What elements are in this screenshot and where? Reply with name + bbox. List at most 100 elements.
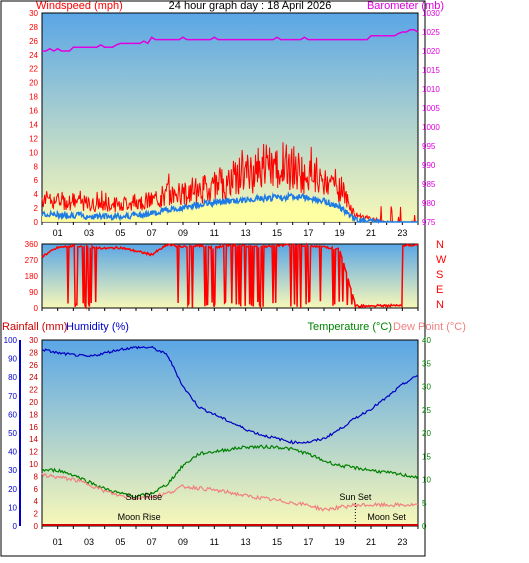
baro-tick-label: 980 (422, 199, 436, 208)
annotation-label: Sun Set (339, 492, 372, 502)
hour-label-temp: 15 (272, 537, 282, 547)
wind-tick-label: 14 (29, 120, 38, 129)
annotations: Sun Rise Moon Rise Sun Set Moon Set (118, 492, 406, 526)
humidity-tick-label: 100 (4, 336, 18, 345)
hour-label-wind: 23 (397, 228, 407, 238)
hour-label-temp: 01 (53, 537, 63, 547)
hour-label-wind: 13 (241, 228, 251, 238)
rain-tick-label: 2 (34, 510, 39, 519)
hour-label-temp: 23 (397, 537, 407, 547)
axis-ticks: 0101030305050707090911111313151517171919… (4, 9, 441, 547)
dewpoint-line (41, 472, 419, 512)
rain-tick-label: 30 (29, 336, 38, 345)
wind-tick-label: 10 (29, 148, 38, 157)
annotation-label: Moon Rise (118, 512, 161, 522)
wind-tick-label: 12 (29, 134, 38, 143)
baro-tick-label: 1025 (422, 28, 440, 37)
rain-tick-label: 8 (34, 472, 39, 481)
baro-tick-label: 1010 (422, 85, 440, 94)
hour-label-temp: 21 (366, 537, 376, 547)
baro-tick-label: 975 (422, 218, 436, 227)
baro-tick-label: 985 (422, 180, 436, 189)
direction-tick-label: 0 (34, 304, 39, 313)
humidity-tick-label: 10 (8, 503, 17, 512)
wind-tick-label: 20 (29, 79, 38, 88)
direction-tick-label: 360 (25, 240, 39, 249)
humidity-line (41, 345, 419, 445)
direction-panel (41, 243, 419, 309)
graph-title: 24 hour graph day : 18 April 2026 (169, 0, 332, 12)
direction-letter: N (436, 299, 444, 311)
wind-tick-label: 24 (29, 51, 38, 60)
hour-label-wind: 17 (303, 228, 313, 238)
humidity-tick-label: 50 (8, 429, 17, 438)
humidity-tick-label: 90 (8, 355, 17, 364)
avg-wind-line (41, 191, 418, 225)
hour-label-temp: 13 (241, 537, 251, 547)
hour-label-wind: 15 (272, 228, 282, 238)
outer-frame (0, 0, 426, 557)
baro-tick-label: 1030 (422, 9, 440, 18)
temperature-line (41, 444, 419, 499)
direction-tick-label: 180 (25, 272, 39, 281)
temp-tick-label: 30 (422, 383, 431, 392)
baro-tick-label: 1020 (422, 47, 440, 56)
humidity-tick-label: 80 (8, 373, 17, 382)
direction-letter: E (436, 284, 443, 296)
hour-label-wind: 21 (366, 228, 376, 238)
baro-tick-label: 1015 (422, 66, 440, 75)
plot-lines (41, 28, 419, 526)
wind-tick-label: 6 (34, 176, 39, 185)
annotation-label: Sun Rise (126, 492, 163, 502)
rain-tick-label: 12 (29, 448, 38, 457)
hour-label-wind: 05 (115, 228, 125, 238)
hour-label-temp: 03 (84, 537, 94, 547)
wind-tick-label: 30 (29, 9, 38, 18)
rain-tick-label: 0 (34, 522, 39, 531)
wind-tick-label: 16 (29, 107, 38, 116)
hour-label-wind: 03 (84, 228, 94, 238)
temp-tick-label: 25 (422, 406, 431, 415)
temp-tick-label: 15 (422, 452, 431, 461)
temp-tick-label: 35 (422, 359, 431, 368)
direction-tick-label: 90 (29, 288, 38, 297)
hour-label-temp: 07 (147, 537, 157, 547)
baro-tick-label: 1000 (422, 123, 440, 132)
rain-tick-label: 4 (34, 497, 39, 506)
temp-tick-label: 0 (422, 522, 427, 531)
direction-letter: S (436, 269, 443, 281)
temp-tick-label: 10 (422, 476, 431, 485)
direction-line (41, 242, 419, 310)
hour-label-temp: 19 (335, 537, 345, 547)
wind-tick-label: 18 (29, 93, 38, 102)
hour-label-temp: 11 (210, 537, 219, 547)
baro-tick-label: 995 (422, 142, 436, 151)
rain-tick-label: 18 (29, 410, 38, 419)
wind-tick-label: 0 (34, 218, 39, 227)
wind-tick-label: 28 (29, 23, 38, 32)
wind-tick-label: 26 (29, 37, 38, 46)
hour-label-wind: 09 (178, 228, 188, 238)
temp-panel (41, 339, 419, 527)
temp-axis-label: Temperature (°C) (308, 321, 392, 333)
rain-tick-label: 6 (34, 485, 39, 494)
direction-tick-label: 270 (25, 256, 39, 265)
humidity-tick-label: 70 (8, 392, 17, 401)
humidity-tick-label: 40 (8, 448, 17, 457)
hour-label-wind: 07 (147, 228, 157, 238)
direction-letter: W (436, 254, 447, 266)
rain-tick-label: 10 (29, 460, 38, 469)
rain-tick-label: 26 (29, 361, 38, 370)
humidity-tick-label: 60 (8, 410, 17, 419)
annotation-label: Moon Set (367, 512, 406, 522)
hour-label-temp: 05 (115, 537, 125, 547)
humidity-tick-label: 0 (13, 522, 18, 531)
rain-tick-label: 16 (29, 423, 38, 432)
hour-label-wind: 19 (335, 228, 345, 238)
hour-label-temp: 09 (178, 537, 188, 547)
barometer-line (42, 28, 419, 52)
hour-label-wind: 01 (53, 228, 63, 238)
wind-tick-label: 4 (34, 190, 39, 199)
